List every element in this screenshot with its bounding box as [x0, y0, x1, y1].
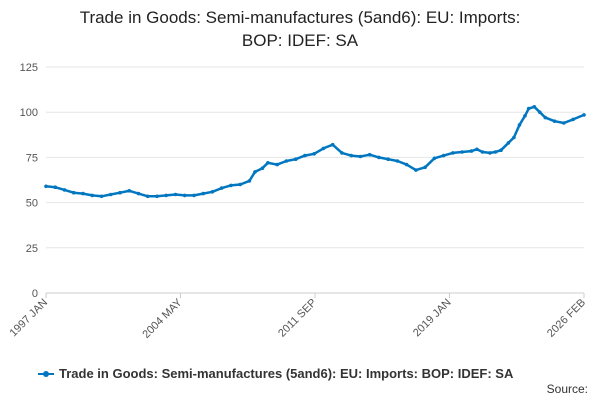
data-point[interactable]	[538, 110, 542, 114]
data-point[interactable]	[441, 153, 446, 158]
x-tick-label: 2011 SEP	[276, 297, 319, 340]
series-line-0	[45, 105, 585, 198]
data-point[interactable]	[571, 117, 575, 122]
data-point[interactable]	[71, 190, 76, 195]
y-tick-label-50: 50	[26, 198, 38, 210]
y-tick-label-125: 125	[20, 62, 38, 74]
y-tick-label-75: 75	[26, 152, 38, 164]
data-point[interactable]	[136, 191, 141, 196]
x-tick-label: 2019 JAN	[411, 297, 454, 340]
chart-title: Trade in Goods: Semi-manufactures (5and6…	[0, 6, 600, 52]
x-tick-label: 2004 MAY	[140, 296, 185, 341]
data-point[interactable]	[266, 161, 270, 165]
data-point[interactable]	[99, 194, 104, 199]
data-point[interactable]	[293, 157, 298, 161]
data-point[interactable]	[145, 194, 150, 199]
data-point[interactable]	[312, 152, 317, 156]
data-point[interactable]	[523, 114, 527, 118]
data-point[interactable]	[480, 150, 485, 154]
data-point[interactable]	[386, 157, 390, 161]
data-point[interactable]	[155, 194, 159, 199]
data-point[interactable]	[404, 162, 409, 167]
y-tick-labels: 0 25 50 75 100 125	[20, 62, 38, 300]
data-point[interactable]	[90, 193, 94, 198]
data-point[interactable]	[229, 183, 233, 188]
data-point[interactable]	[526, 106, 531, 111]
data-point[interactable]	[108, 192, 113, 197]
data-point[interactable]	[517, 123, 522, 127]
data-point[interactable]	[118, 190, 122, 195]
axes	[45, 292, 585, 298]
data-point[interactable]	[451, 151, 455, 155]
data-point[interactable]	[488, 151, 492, 155]
data-point[interactable]	[253, 170, 257, 174]
data-point[interactable]	[164, 193, 168, 198]
data-point[interactable]	[330, 142, 335, 147]
data-point[interactable]	[582, 113, 586, 117]
data-point[interactable]	[475, 147, 479, 152]
data-point[interactable]	[44, 184, 48, 189]
data-point[interactable]	[173, 192, 178, 197]
data-point[interactable]	[532, 105, 537, 109]
data-point[interactable]	[219, 186, 224, 190]
legend-swatch	[38, 370, 54, 377]
data-point[interactable]	[260, 166, 265, 170]
data-point[interactable]	[552, 119, 557, 123]
gridlines	[46, 66, 584, 249]
data-point[interactable]	[493, 150, 498, 154]
data-point[interactable]	[367, 152, 372, 157]
data-point[interactable]	[377, 155, 381, 160]
data-point[interactable]	[414, 168, 418, 172]
data-point[interactable]	[201, 191, 205, 196]
data-point[interactable]	[210, 190, 215, 194]
data-point[interactable]	[192, 193, 196, 198]
data-point[interactable]	[460, 150, 464, 154]
data-point[interactable]	[423, 165, 427, 170]
legend-label: Trade in Goods: Semi-manufactures (5and6…	[59, 366, 514, 381]
y-tick-label-100: 100	[20, 107, 38, 119]
data-point[interactable]	[512, 135, 516, 140]
x-tick-labels: 1997 JAN 2004 MAY 2011 SEP 2019 JAN 2026 FEB	[7, 296, 588, 341]
data-point[interactable]	[62, 188, 67, 192]
data-point[interactable]	[499, 148, 503, 152]
data-point[interactable]	[432, 156, 437, 161]
data-point[interactable]	[506, 141, 511, 145]
data-point[interactable]	[543, 115, 548, 120]
data-point[interactable]	[247, 179, 252, 183]
data-point[interactable]	[395, 159, 400, 163]
data-point[interactable]	[358, 154, 363, 159]
data-point[interactable]	[340, 151, 344, 155]
data-point[interactable]	[284, 159, 289, 163]
data-point[interactable]	[349, 153, 354, 158]
chart-title-line-1: Trade in Goods: Semi-manufactures (5and6…	[79, 8, 521, 27]
data-point[interactable]	[238, 182, 242, 187]
data-point[interactable]	[182, 193, 187, 198]
data-point[interactable]	[469, 149, 474, 153]
data-point[interactable]	[275, 162, 280, 167]
legend[interactable]: Trade in Goods: Semi-manufactures (5and6…	[38, 366, 513, 381]
data-point[interactable]	[303, 153, 307, 158]
source-label: Source:	[546, 382, 588, 396]
data-point[interactable]	[127, 189, 131, 193]
series-layer	[44, 105, 586, 199]
chart-title-line-2: BOP: IDEF: SA	[241, 31, 359, 50]
y-tick-label-0: 0	[32, 288, 38, 300]
x-tick-label: 1997 JAN	[7, 297, 50, 340]
data-point[interactable]	[321, 146, 326, 151]
y-tick-label-25: 25	[26, 243, 38, 255]
data-point[interactable]	[562, 121, 566, 125]
data-point[interactable]	[53, 185, 57, 189]
x-tick-label: 2026 FEB	[545, 297, 588, 340]
data-point[interactable]	[81, 191, 85, 196]
